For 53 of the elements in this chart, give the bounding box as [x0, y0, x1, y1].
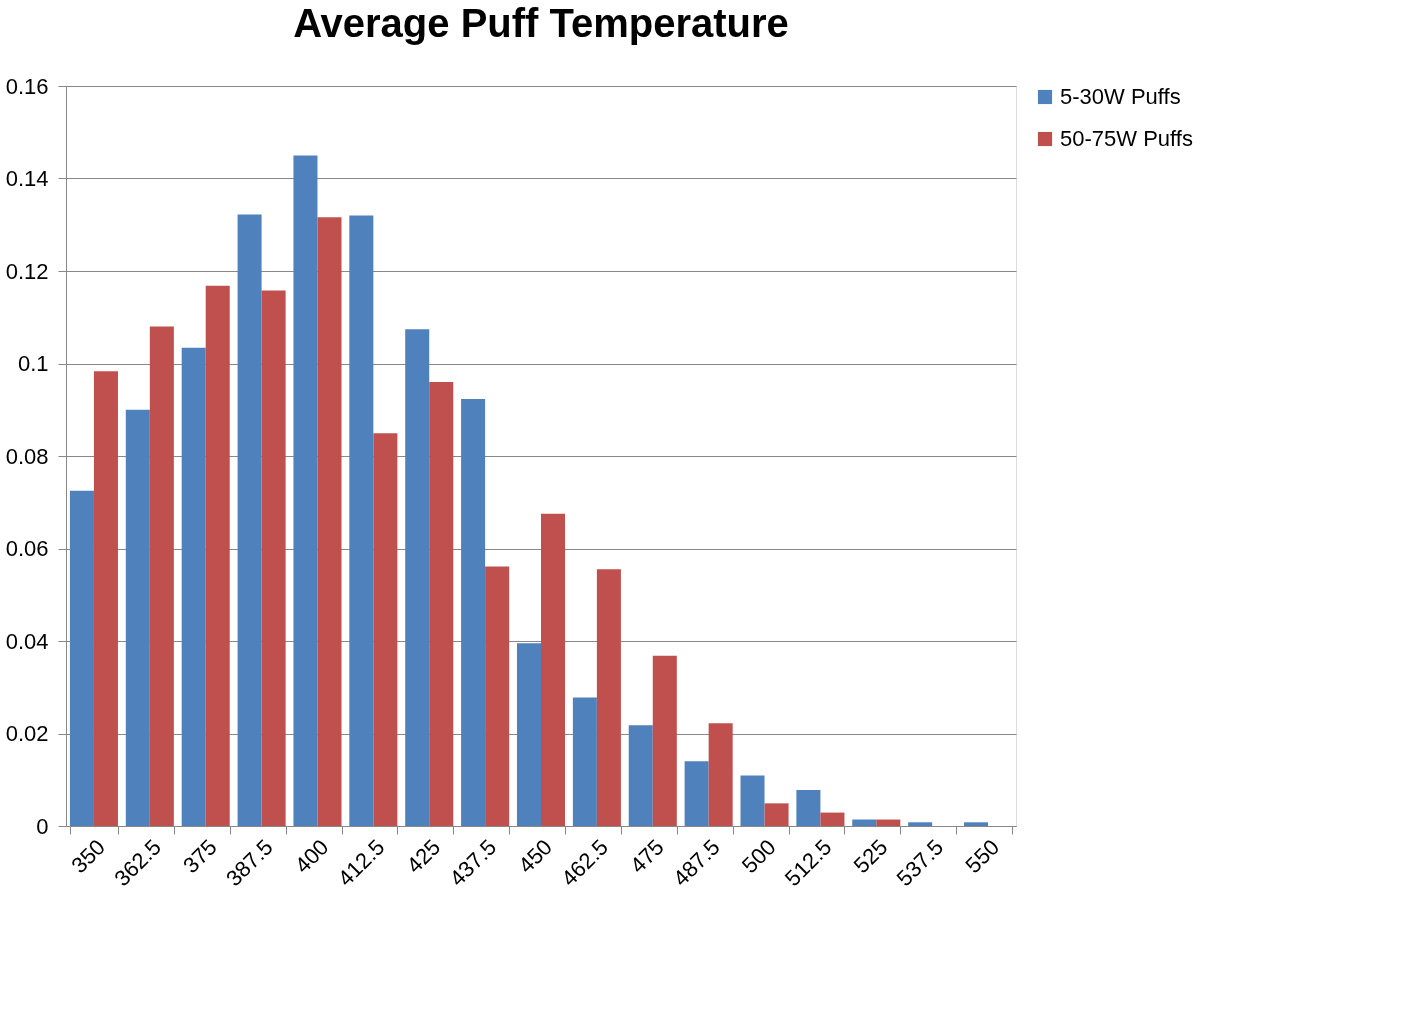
- y-tick-label: 0.16: [5, 73, 49, 99]
- y-tick-label: 0.14: [5, 166, 49, 191]
- bar: [261, 290, 286, 826]
- bar: [684, 761, 709, 826]
- x-tick-label: 525: [848, 834, 893, 879]
- bar: [796, 789, 821, 826]
- bar: [237, 214, 262, 826]
- legend-label: 5-30W Puffs: [1060, 84, 1181, 109]
- bar: [405, 329, 430, 826]
- bar: [205, 285, 230, 826]
- x-tick-label: 500: [736, 834, 781, 879]
- y-tick-label: 0.04: [5, 628, 49, 654]
- bar: [740, 775, 765, 826]
- x-tick-label: 425: [401, 834, 446, 879]
- y-tick-label: 0.08: [5, 443, 49, 469]
- bar: [125, 409, 150, 826]
- bar: [852, 819, 877, 826]
- bar: [516, 643, 541, 826]
- bar: [373, 433, 398, 826]
- x-tick-label: 400: [289, 834, 334, 879]
- bar: [964, 822, 989, 826]
- bar: [541, 513, 566, 826]
- bar: [628, 725, 653, 826]
- x-tick-label: 350: [66, 834, 110, 879]
- bar: [349, 215, 374, 826]
- bar: [876, 819, 901, 826]
- bar: [149, 326, 174, 826]
- bar: [908, 822, 933, 826]
- bar: [572, 697, 597, 826]
- bar: [485, 566, 510, 826]
- bar: [293, 155, 318, 826]
- bar: [596, 569, 621, 826]
- bar: [69, 490, 94, 826]
- x-tick-label: 450: [513, 834, 558, 879]
- y-tick-label: 0: [36, 813, 49, 839]
- y-tick-label: 0.12: [5, 258, 49, 284]
- bar: [708, 723, 733, 826]
- x-tick-label: 375: [178, 834, 222, 879]
- bar: [429, 382, 454, 826]
- y-tick-label: 0.06: [5, 536, 49, 561]
- chart-title: Average Puff Temperature: [293, 1, 789, 45]
- bar: [181, 347, 206, 826]
- bar: [93, 371, 118, 826]
- legend-label: 50-75W Puffs: [1060, 126, 1193, 151]
- y-tick-label: 0.1: [17, 351, 49, 376]
- bar: [317, 217, 342, 826]
- bar: [820, 812, 845, 826]
- bar: [652, 655, 677, 826]
- x-tick-label: 550: [960, 834, 1005, 879]
- x-tick-label: 475: [625, 834, 669, 879]
- bar: [764, 803, 789, 826]
- y-tick-label: 0.02: [5, 721, 49, 746]
- bar: [461, 399, 486, 826]
